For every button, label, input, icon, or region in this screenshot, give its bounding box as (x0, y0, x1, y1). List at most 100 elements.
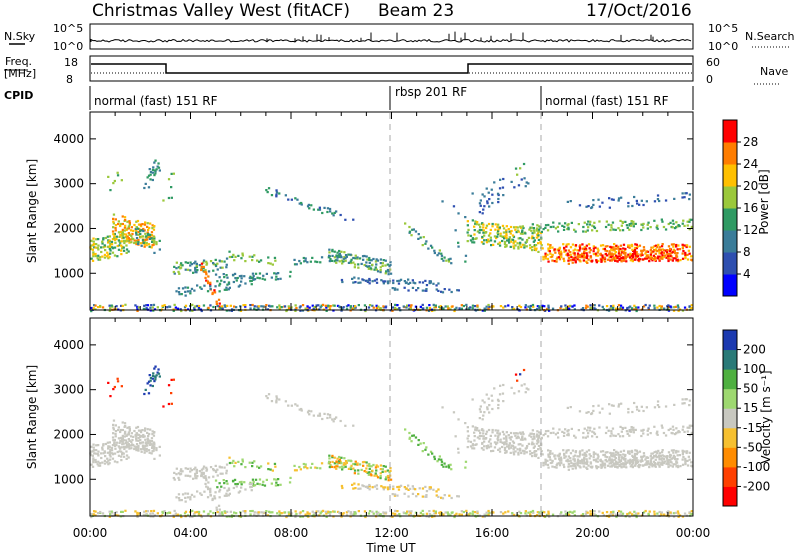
power-cell (225, 257, 229, 260)
power-cell (539, 242, 542, 245)
power-cell (480, 241, 484, 244)
power-cell (497, 193, 500, 197)
power-cell (601, 201, 604, 204)
power-cell (353, 307, 356, 310)
velocity-cell (478, 408, 482, 411)
velocity-cell (544, 430, 548, 433)
velocity-cell (507, 445, 510, 448)
power-cell (608, 197, 611, 200)
power-cell (384, 259, 387, 262)
power-cell (428, 304, 431, 307)
velocity-cell (375, 484, 378, 487)
velocity-cell (338, 455, 341, 459)
velocity-cell (253, 484, 257, 487)
power-cell (569, 251, 572, 254)
power-cell (604, 249, 607, 252)
velocity-cell (135, 439, 138, 442)
velocity-cell (542, 461, 545, 464)
power-cell (489, 236, 492, 239)
velocity-cell (375, 469, 378, 472)
power-cell (528, 244, 532, 247)
velocity-cell (149, 428, 152, 431)
velocity-cell (121, 440, 124, 443)
power-cell (266, 308, 270, 311)
power-cell (471, 192, 474, 195)
power-cell (481, 193, 484, 196)
power-cell (630, 257, 634, 260)
velocity-cell (673, 512, 676, 515)
velocity-cell (121, 451, 124, 454)
power-cell (340, 256, 343, 259)
velocity-cell (619, 453, 622, 457)
power-cell (602, 247, 605, 251)
power-cell (478, 211, 481, 214)
velocity-cell (170, 402, 173, 405)
velocity-cell (150, 440, 154, 443)
velocity-cell (112, 428, 115, 431)
velocity-cell (384, 465, 387, 468)
power-cell (565, 253, 568, 256)
power-cell (574, 230, 577, 233)
velocity-cell (479, 405, 482, 408)
velocity-cell (532, 435, 536, 438)
power-cell (674, 305, 677, 308)
velocity-cell (646, 456, 650, 459)
velocity-cell (94, 514, 97, 517)
velocity-cell (513, 392, 516, 395)
power-cell (688, 198, 691, 201)
power-cell (152, 228, 156, 231)
power-cell (338, 255, 341, 259)
velocity-cell (350, 467, 353, 471)
power-cell (137, 241, 140, 244)
power-cell (586, 305, 589, 308)
velocity-cell (473, 447, 476, 450)
power-cell (612, 198, 615, 201)
colorbar-tick-label: 100 (743, 362, 766, 376)
velocity-cell (366, 485, 369, 488)
velocity-cell (237, 491, 240, 494)
velocity-cell (99, 510, 102, 514)
velocity-cell (149, 441, 152, 445)
power-cell (630, 254, 633, 257)
power-cell (678, 248, 681, 251)
power-cell (361, 278, 364, 281)
velocity-cell (565, 459, 568, 462)
power-cell (620, 257, 623, 260)
velocity-cell (120, 436, 123, 439)
power-cell (566, 200, 569, 203)
velocity-cell (224, 511, 227, 514)
velocity-cell (614, 457, 617, 460)
velocity-cell (537, 436, 540, 439)
power-cell (514, 167, 518, 170)
power-cell (146, 225, 149, 228)
velocity-cell (560, 511, 563, 514)
power-cell (273, 272, 276, 275)
power-cell (175, 261, 178, 264)
power-cell (473, 229, 476, 232)
velocity-cell (149, 384, 152, 387)
power-cell (135, 226, 138, 229)
power-cell (488, 198, 491, 201)
velocity-cell (145, 450, 148, 453)
velocity-cell (119, 439, 122, 442)
power-cell (362, 279, 365, 282)
power-cell (226, 276, 229, 279)
velocity-cell (142, 513, 145, 516)
power-cell (576, 255, 579, 258)
power-cell (532, 240, 535, 243)
velocity-cell (406, 510, 409, 513)
power-cell (666, 254, 670, 258)
velocity-cell (679, 465, 682, 468)
power-cell (619, 307, 622, 310)
power-cell (370, 259, 373, 262)
velocity-cell (443, 494, 446, 497)
power-cell (226, 283, 229, 286)
velocity-cell (542, 434, 545, 437)
power-cell (652, 254, 655, 257)
velocity-cell (408, 513, 411, 516)
power-cell (101, 240, 104, 243)
velocity-cell (361, 484, 364, 487)
velocity-cell (467, 440, 470, 443)
power-cell (368, 258, 371, 262)
velocity-cell (349, 511, 353, 514)
